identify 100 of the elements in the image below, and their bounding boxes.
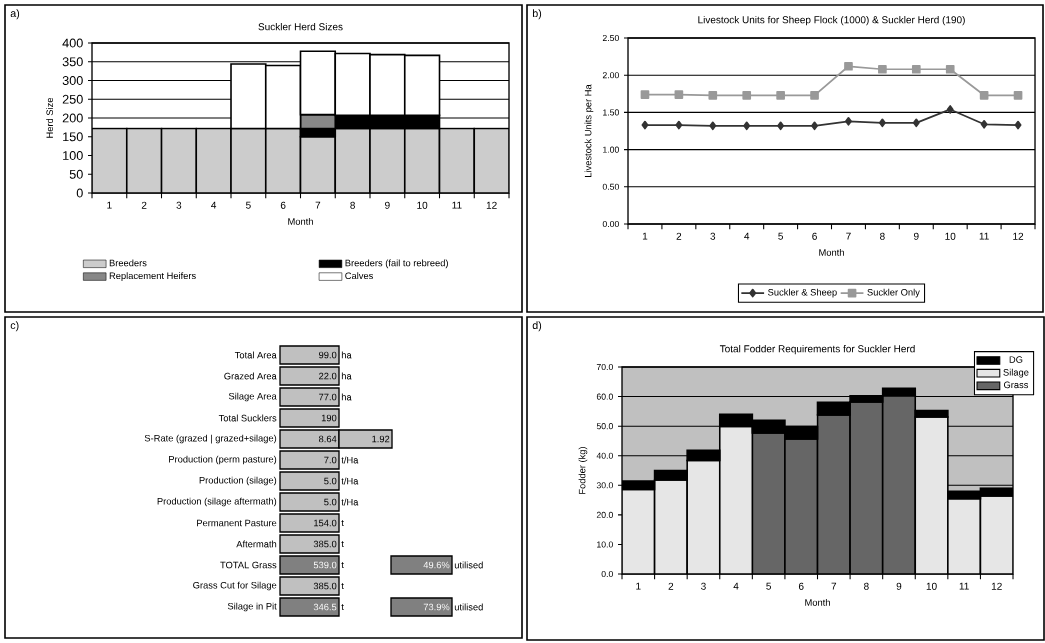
legend-label: Replacement Heifers — [109, 272, 196, 281]
category-label: Aftermath — [236, 540, 277, 548]
data-label: 5.0 — [324, 498, 337, 506]
legend-label: Grass — [1003, 381, 1029, 389]
data-label: 8.64 — [318, 435, 337, 443]
text: t — [341, 603, 344, 611]
point — [878, 118, 886, 128]
y-tick-label: 0 — [76, 188, 83, 198]
point — [811, 121, 819, 131]
x-tick-label: 8 — [350, 201, 355, 209]
data-label: 346.5 — [313, 603, 337, 611]
point — [980, 119, 988, 129]
y-tick-label: 70.0 — [596, 363, 613, 371]
legend-label: Breeders (fail to rebreed) — [345, 259, 448, 269]
x-axis-title: Month — [288, 217, 313, 225]
point — [641, 120, 649, 130]
y-tick-label: 1.50 — [603, 109, 619, 116]
y-axis-title: Fodder (kg) — [578, 446, 588, 494]
point — [743, 121, 751, 131]
x-tick-label: 9 — [913, 232, 919, 240]
x-tick-label: 11 — [959, 582, 969, 590]
y-tick-label: 0.50 — [602, 183, 619, 190]
data-label: 539.0 — [313, 561, 337, 569]
point — [912, 118, 920, 128]
y-tick-label: 300 — [62, 76, 83, 85]
text: a) — [10, 9, 20, 20]
point — [1014, 120, 1022, 130]
x-tick-label: 12 — [486, 201, 497, 209]
text: t — [341, 561, 344, 569]
category-label: Silage in Pit — [227, 602, 277, 612]
x-tick-label: 11 — [452, 201, 462, 209]
y-tick-label: 0.00 — [602, 220, 619, 228]
text: t — [341, 519, 344, 527]
x-tick-label: 2 — [668, 582, 674, 590]
x-tick-label: 7 — [315, 201, 321, 209]
text: t/Ha — [341, 477, 359, 485]
text: utilised — [454, 603, 483, 611]
point — [709, 121, 717, 131]
y-tick-label: 2.50 — [602, 34, 619, 42]
text: d) — [532, 321, 542, 332]
point — [742, 90, 752, 100]
x-tick-label: 7 — [846, 232, 851, 240]
x-tick-label: 8 — [864, 582, 869, 590]
point — [979, 90, 989, 100]
category-label: S-Rate (grazed | grazed+silage) — [144, 434, 277, 444]
y-tick-label: 2.00 — [602, 72, 619, 79]
point — [777, 121, 785, 131]
point — [708, 90, 718, 100]
point — [946, 105, 954, 114]
text: c) — [10, 321, 19, 332]
category-label: Permanent Pasture — [197, 519, 277, 527]
x-tick-label: 3 — [701, 582, 706, 590]
y-tick-label: 40.0 — [596, 452, 613, 459]
x-tick-label: 4 — [744, 232, 750, 240]
category-label: Total Sucklers — [218, 414, 277, 422]
x-tick-label: 11 — [979, 232, 989, 240]
chart-title: Total Fodder Requirements for Suckler Herd — [719, 345, 915, 355]
y-tick-label: 10.0 — [597, 541, 613, 548]
data-label: 99.0 — [319, 351, 337, 359]
data-label: 154.0 — [314, 519, 337, 527]
data-label: 190 — [321, 414, 337, 422]
point — [844, 61, 853, 71]
x-tick-label: 6 — [280, 201, 286, 209]
y-tick-label: 30.0 — [596, 482, 613, 489]
data-label: 73.9% — [423, 603, 450, 611]
category-label: TOTAL Grass — [220, 561, 277, 569]
point — [675, 120, 683, 130]
y-tick-label: 150 — [63, 132, 83, 142]
legend-label: Breeders — [109, 259, 147, 267]
x-tick-label: 1 — [642, 232, 648, 240]
y-tick-label: 0.0 — [601, 570, 613, 578]
x-tick-label: 9 — [385, 201, 390, 209]
text: t — [341, 540, 344, 548]
x-axis-title: Month — [819, 248, 844, 256]
x-tick-label: 1 — [636, 582, 641, 590]
y-tick-label: 50 — [69, 169, 83, 179]
legend-label: Calves — [345, 272, 373, 280]
data-label: 1.92 — [372, 435, 390, 443]
category-label: Production (perm pasture) — [169, 455, 277, 465]
legend-label: Suckler & Sheep — [768, 288, 837, 298]
text: t/Ha — [341, 456, 359, 464]
point — [1013, 90, 1023, 100]
category-label: Total Area — [234, 351, 277, 359]
text: ha — [341, 393, 352, 401]
x-tick-label: 1 — [107, 201, 112, 209]
data-label: 385.0 — [313, 582, 337, 590]
x-tick-label: 12 — [991, 582, 1002, 590]
point — [674, 90, 684, 99]
point — [911, 64, 921, 74]
x-tick-label: 6 — [798, 582, 804, 590]
x-tick-label: 4 — [733, 582, 739, 590]
x-tick-label: 3 — [710, 232, 716, 240]
x-tick-label: 9 — [896, 582, 902, 590]
x-tick-label: 5 — [246, 201, 251, 209]
x-tick-label: 7 — [831, 582, 837, 590]
data-label: 5.0 — [324, 477, 337, 485]
point — [878, 64, 887, 74]
y-axis-title: Livestock Units per Ha — [584, 84, 594, 177]
text: ha — [341, 372, 352, 380]
point — [640, 90, 650, 99]
